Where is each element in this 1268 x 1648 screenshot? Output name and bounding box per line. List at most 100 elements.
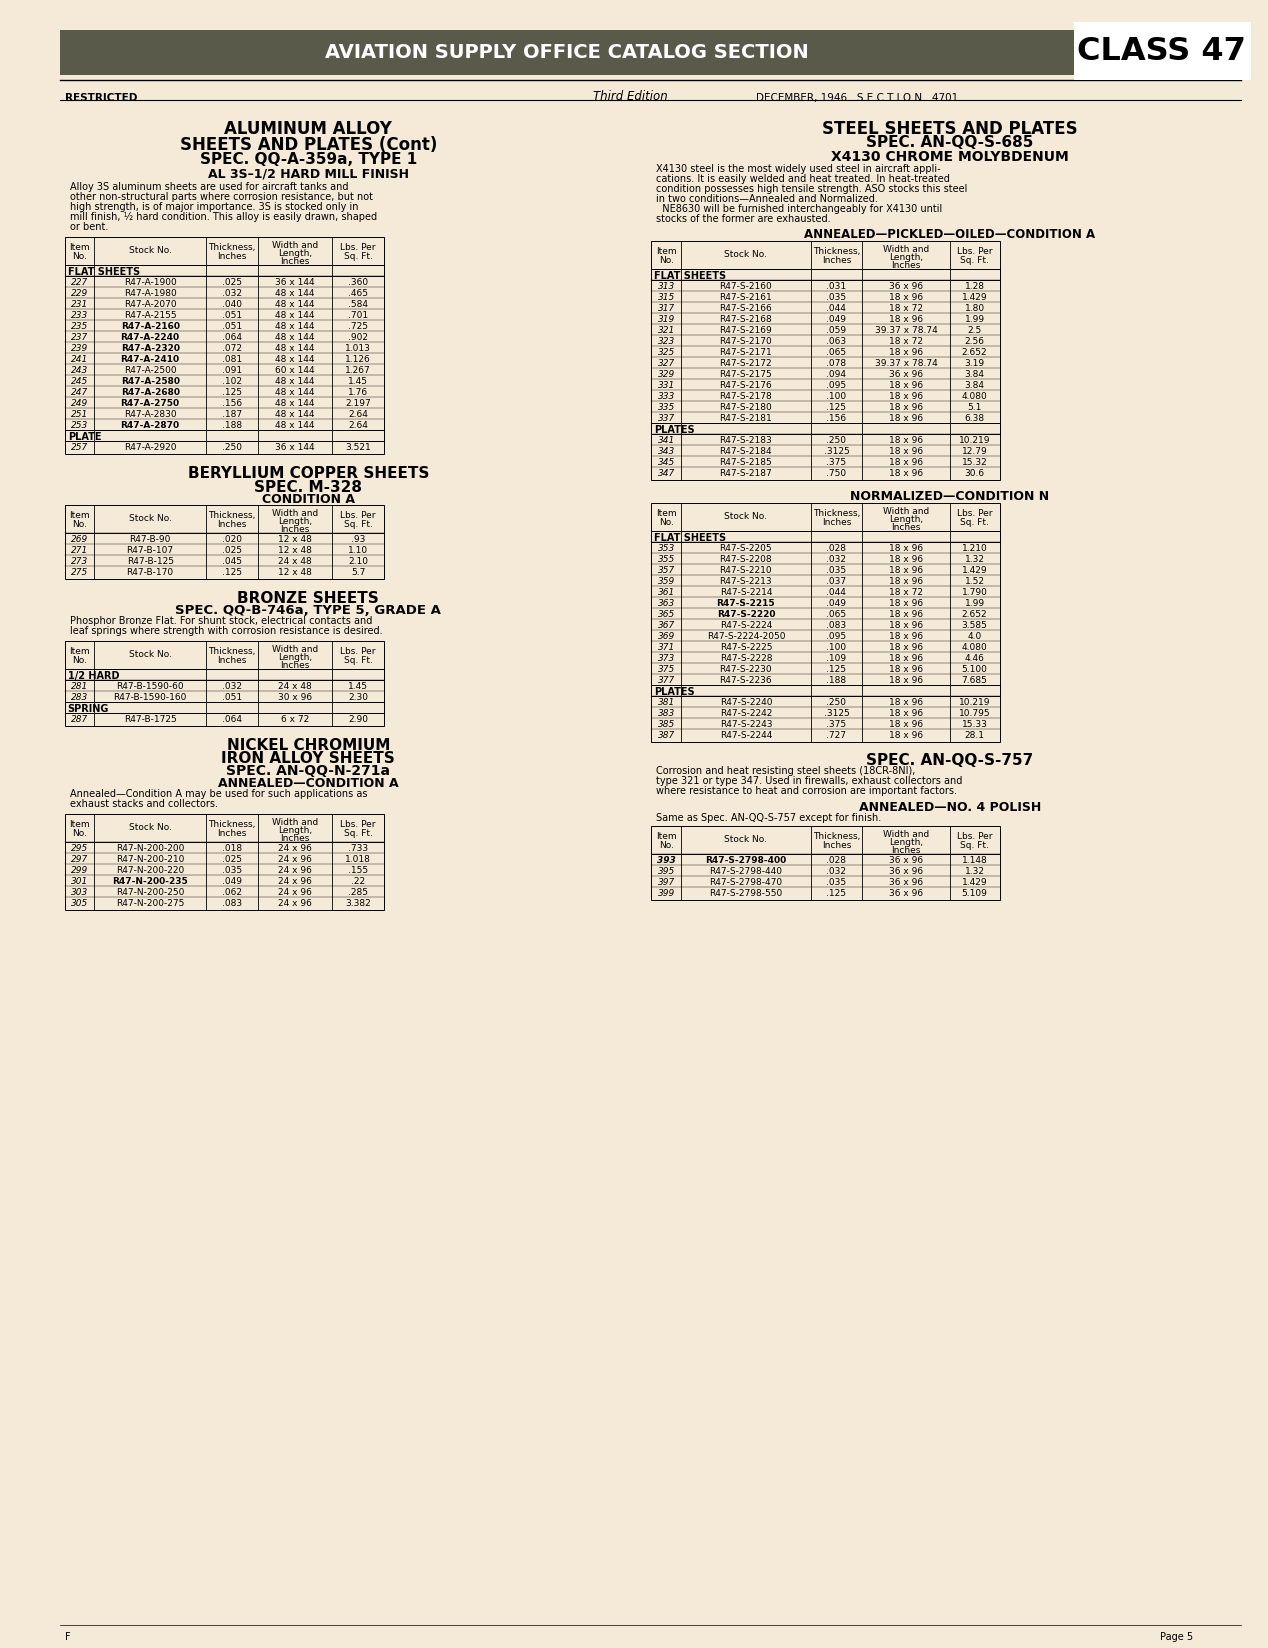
Text: .025: .025 — [222, 855, 242, 864]
Text: 287: 287 — [71, 715, 89, 723]
Text: 1.429: 1.429 — [962, 565, 988, 575]
Text: Length,: Length, — [278, 653, 312, 662]
Text: 1.148: 1.148 — [961, 855, 988, 865]
Text: Same as Spec. AN-QQ-S-757 except for finish.: Same as Spec. AN-QQ-S-757 except for fin… — [657, 812, 881, 822]
Text: 18 x 96: 18 x 96 — [889, 664, 923, 674]
Text: 325: 325 — [658, 348, 675, 356]
Text: .188: .188 — [222, 420, 242, 430]
Text: RESTRICTED: RESTRICTED — [65, 92, 137, 104]
Text: 10.219: 10.219 — [959, 697, 990, 707]
Text: .037: .037 — [827, 577, 847, 585]
Text: 363: 363 — [658, 598, 675, 608]
Text: 335: 335 — [658, 402, 675, 412]
Text: 251: 251 — [71, 409, 89, 419]
Text: 24 x 96: 24 x 96 — [278, 844, 312, 852]
Text: AL 3S–1/2 HARD MILL FINISH: AL 3S–1/2 HARD MILL FINISH — [208, 166, 408, 180]
Text: .051: .051 — [222, 692, 242, 702]
Text: 36 x 96: 36 x 96 — [889, 282, 923, 290]
Text: 2.64: 2.64 — [349, 420, 368, 430]
Text: .035: .035 — [827, 877, 847, 887]
Text: SPEC. QQ-B-746a, TYPE 5, GRADE A: SPEC. QQ-B-746a, TYPE 5, GRADE A — [175, 605, 441, 616]
Text: 18 x 96: 18 x 96 — [889, 643, 923, 651]
Text: 1.267: 1.267 — [345, 366, 372, 374]
Text: 245: 245 — [71, 376, 89, 386]
Text: .725: .725 — [347, 321, 368, 331]
Text: 36 x 144: 36 x 144 — [275, 443, 314, 452]
Text: .902: .902 — [347, 333, 368, 341]
Text: 18 x 96: 18 x 96 — [889, 676, 923, 684]
Text: 18 x 96: 18 x 96 — [889, 610, 923, 618]
Text: R47-S-2798-440: R47-S-2798-440 — [709, 867, 782, 875]
Text: .049: .049 — [222, 877, 242, 885]
Text: .020: .020 — [222, 534, 242, 544]
Text: R47-S-2170: R47-S-2170 — [719, 336, 772, 346]
Text: .584: .584 — [347, 300, 368, 308]
Text: R47-A-2870: R47-A-2870 — [120, 420, 180, 430]
Text: R47-B-1590-60: R47-B-1590-60 — [117, 682, 184, 691]
Text: 2.30: 2.30 — [347, 692, 368, 702]
Text: SHEETS AND PLATES (Cont): SHEETS AND PLATES (Cont) — [180, 137, 437, 153]
Text: R47-S-2798-550: R47-S-2798-550 — [709, 888, 782, 898]
Text: 12.79: 12.79 — [961, 447, 988, 455]
Text: ANNEALED—NO. 4 POLISH: ANNEALED—NO. 4 POLISH — [858, 801, 1041, 814]
Text: Third Edition: Third Edition — [593, 91, 668, 104]
Text: high strength, is of major importance. 3S is stocked only in: high strength, is of major importance. 3… — [70, 203, 358, 213]
Text: Sq. Ft.: Sq. Ft. — [344, 656, 373, 666]
Text: .188: .188 — [827, 676, 847, 684]
Text: No.: No. — [659, 840, 673, 850]
Text: 18 x 96: 18 x 96 — [889, 720, 923, 728]
Text: 1.013: 1.013 — [345, 343, 372, 353]
Text: .078: .078 — [827, 359, 847, 368]
Bar — [652, 424, 999, 433]
Text: Item: Item — [70, 511, 90, 521]
Text: 48 x 144: 48 x 144 — [275, 300, 314, 308]
Text: No.: No. — [72, 656, 87, 666]
Text: Length,: Length, — [889, 837, 923, 847]
Text: .035: .035 — [222, 865, 242, 875]
Text: Thickness,: Thickness, — [813, 832, 860, 840]
Text: .250: .250 — [827, 435, 847, 445]
Text: 313: 313 — [658, 282, 675, 290]
Text: R47-A-2410: R47-A-2410 — [120, 354, 180, 364]
Text: 15.33: 15.33 — [961, 720, 988, 728]
Text: 36 x 96: 36 x 96 — [889, 877, 923, 887]
Text: 397: 397 — [658, 877, 675, 887]
Text: 18 x 96: 18 x 96 — [889, 402, 923, 412]
Text: .064: .064 — [222, 715, 242, 723]
Text: 337: 337 — [658, 414, 675, 422]
Text: .063: .063 — [827, 336, 847, 346]
Text: Item: Item — [70, 242, 90, 252]
Text: 18 x 96: 18 x 96 — [889, 697, 923, 707]
Text: .100: .100 — [827, 643, 847, 651]
Text: 1.429: 1.429 — [962, 292, 988, 302]
Text: 48 x 144: 48 x 144 — [275, 409, 314, 419]
Bar — [65, 669, 384, 681]
Bar — [652, 503, 999, 742]
Text: 18 x 96: 18 x 96 — [889, 392, 923, 400]
Text: 365: 365 — [658, 610, 675, 618]
Text: 387: 387 — [658, 730, 675, 740]
Text: 1.429: 1.429 — [962, 877, 988, 887]
Text: R47-S-2181: R47-S-2181 — [719, 414, 772, 422]
Text: 24 x 96: 24 x 96 — [278, 877, 312, 885]
Text: 12 x 48: 12 x 48 — [278, 545, 312, 554]
Text: R47-S-2172: R47-S-2172 — [719, 359, 772, 368]
Text: 18 x 96: 18 x 96 — [889, 447, 923, 455]
Text: 3.382: 3.382 — [345, 898, 372, 908]
Text: 5.100: 5.100 — [961, 664, 988, 674]
Text: 28.1: 28.1 — [965, 730, 985, 740]
Text: in two conditions—Annealed and Normalized.: in two conditions—Annealed and Normalize… — [657, 194, 879, 204]
Text: .072: .072 — [222, 343, 242, 353]
Text: 36 x 96: 36 x 96 — [889, 888, 923, 898]
Bar — [652, 686, 999, 695]
Text: BERYLLIUM COPPER SHEETS: BERYLLIUM COPPER SHEETS — [188, 466, 429, 481]
Text: ANNEALED—CONDITION A: ANNEALED—CONDITION A — [218, 776, 398, 789]
Text: 353: 353 — [658, 544, 675, 552]
Text: 5.1: 5.1 — [967, 402, 981, 412]
Text: 18 x 96: 18 x 96 — [889, 315, 923, 323]
Text: R47-B-1590-160: R47-B-1590-160 — [114, 692, 186, 702]
Text: R47-S-2175: R47-S-2175 — [719, 369, 772, 379]
Text: 48 x 144: 48 x 144 — [275, 288, 314, 298]
Text: Length,: Length, — [278, 249, 312, 259]
Text: 373: 373 — [658, 654, 675, 662]
